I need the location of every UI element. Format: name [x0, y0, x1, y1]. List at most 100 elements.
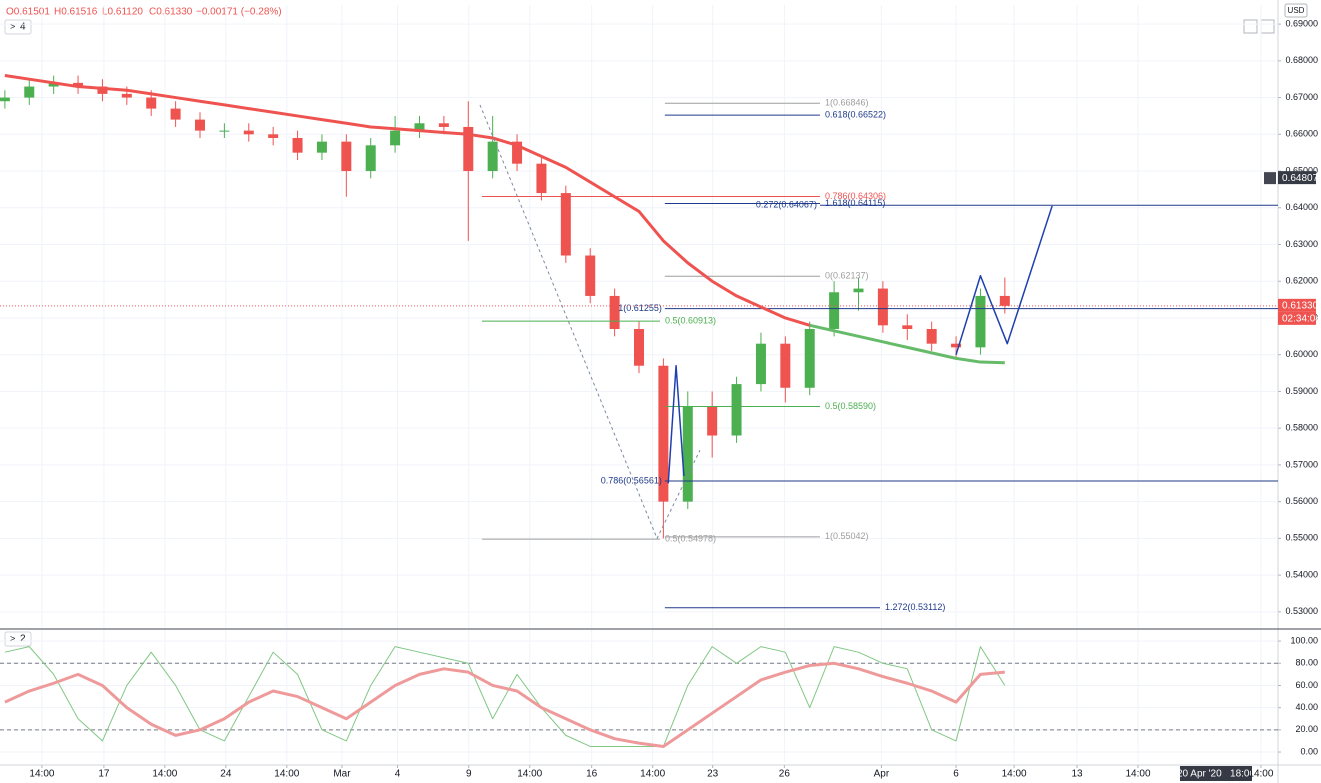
candle-body: [365, 145, 376, 172]
y-tick-label: 0.58000: [1285, 423, 1318, 433]
fib-label: 0.5(0.60913): [665, 316, 716, 326]
indicators-toggle[interactable]: [4, 19, 32, 35]
x-tick-label: 16: [586, 769, 598, 780]
y-tick-label: 0.00: [1300, 746, 1318, 756]
y-tick-label: 0.62000: [1285, 276, 1318, 286]
candle-body: [926, 328, 937, 344]
candle-body: [731, 384, 742, 436]
chevron: >: [10, 21, 15, 31]
y-tick-label: 0.68000: [1285, 55, 1318, 65]
x-tick-label: 4: [395, 769, 401, 780]
candle-body: [658, 365, 669, 502]
candle-body: [682, 406, 693, 502]
candle-body: [121, 93, 132, 98]
x-tick-label: 14:00: [1248, 769, 1273, 780]
candle-body: [414, 123, 425, 131]
indicator-count: 4: [20, 22, 26, 33]
cursor-time: 20 Apr '20 18:00: [1177, 769, 1256, 780]
y-tick-label: 40.00: [1295, 702, 1318, 712]
candle-body: [24, 86, 35, 98]
fib-label: 1(0.55042): [825, 531, 869, 541]
candle-body: [194, 119, 205, 131]
candle-body: [804, 328, 815, 388]
candle-body: [609, 295, 620, 329]
indicator-count: 2: [20, 634, 26, 645]
fib-label: 0.5(0.58590): [825, 401, 876, 411]
candle-body: [951, 343, 962, 348]
open-value: O0.61501: [6, 7, 50, 18]
x-tick-label: 14:00: [1002, 769, 1027, 780]
candle-body: [170, 108, 181, 120]
candle-body: [512, 141, 523, 164]
candle-body: [975, 295, 986, 348]
candle-body: [999, 295, 1010, 306]
y-tick-label: 0.57000: [1285, 459, 1318, 469]
candle-body: [487, 141, 498, 172]
change-value: −0.00171 (−0.28%): [196, 7, 282, 18]
y-tick-label: 20.00: [1295, 724, 1318, 734]
candle-body: [902, 325, 913, 329]
currency-button[interactable]: [1284, 3, 1308, 18]
countdown-label: 02:34:04: [1282, 313, 1321, 324]
crosshair-plus: [1264, 172, 1276, 185]
candle-body: [438, 123, 449, 127]
candle-body: [463, 126, 474, 172]
scroll-button[interactable]: [1243, 19, 1258, 34]
series-line: [479, 104, 701, 539]
y-tick-label: 0.66000: [1285, 129, 1318, 139]
last-price-box: [1278, 298, 1316, 312]
fib-label: 1(0.61255): [618, 303, 662, 313]
candle-body: [634, 328, 644, 366]
fib-label: 1.272(0.53112): [885, 602, 945, 612]
x-tick-label: 9: [466, 769, 472, 780]
candle-body: [243, 130, 254, 135]
legend-header: O0.61501 H0.61516 L0.61120 C0.61330 −0.0…: [6, 7, 282, 18]
x-tick-label: 26: [779, 769, 791, 780]
fib-label: 1.618(0.64115): [825, 198, 885, 208]
candle-body: [97, 86, 108, 94]
last-price-label: 0.61330: [1282, 300, 1319, 311]
y-tick-label: 0.67000: [1285, 92, 1318, 102]
high-value: H0.61516: [54, 7, 98, 18]
plot-layer: 0.53000 0.54000 0.55000 0.56000 0.57000 0.580…: [0, 5, 1321, 780]
candle-body: [219, 130, 230, 132]
x-tick-label: 24: [220, 769, 232, 780]
candle-body: [146, 97, 157, 109]
chevron: >: [10, 633, 15, 643]
fib-label: 0(0.62137): [825, 271, 869, 281]
cursor-time-box: [1180, 766, 1252, 781]
fib-label: 1(0.66846): [825, 98, 869, 108]
close-value: C0.61330: [149, 7, 193, 18]
x-tick-label: 14:00: [274, 769, 299, 780]
fib-label: 0.618(0.66522): [825, 110, 886, 120]
series-line: [4, 661, 1005, 748]
y-tick-label: 80.00: [1295, 658, 1318, 668]
x-tick-label: 14:00: [29, 769, 54, 780]
y-tick-label: 0.64000: [1285, 202, 1318, 212]
candle-body: [707, 406, 718, 436]
candle-body: [268, 134, 279, 138]
y-tick-label: 100.00: [1290, 635, 1318, 645]
candle-body: [292, 137, 303, 153]
fib-label: 0.5(0.54978): [665, 534, 716, 544]
candle-body: [341, 141, 352, 172]
x-tick-label: 13: [1071, 769, 1083, 780]
series-line: [955, 205, 1053, 355]
x-tick-label: 14:00: [152, 769, 177, 780]
fullscreen-button[interactable]: [1260, 19, 1275, 34]
candle-body: [73, 82, 84, 87]
candle-body: [560, 193, 571, 256]
x-tick-label: 14:00: [640, 769, 665, 780]
series-line: [4, 74, 811, 327]
candle-body: [829, 292, 840, 329]
y-tick-label: 0.55000: [1285, 533, 1318, 543]
y-tick-label: 60.00: [1295, 680, 1318, 690]
oscillator-toggle[interactable]: [4, 631, 32, 647]
y-tick-label: 0.59000: [1285, 386, 1318, 396]
candle-body: [0, 97, 10, 102]
y-tick-label: 0.63000: [1285, 239, 1318, 249]
y-tick-label: 0.60000: [1285, 349, 1318, 359]
y-tick-label: 0.53000: [1285, 606, 1318, 616]
fib-label: 0.786(0.64306): [825, 191, 886, 201]
